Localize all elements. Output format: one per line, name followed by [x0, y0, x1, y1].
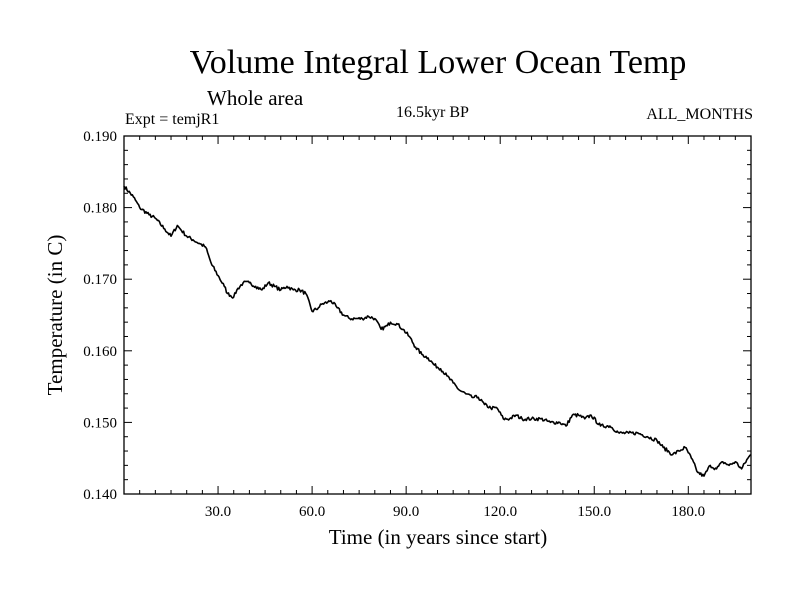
x-axis-label: Time (in years since start): [329, 525, 548, 549]
months-label: ALL_MONTHS: [646, 106, 753, 123]
y-tick-label: 0.140: [83, 487, 117, 503]
x-tick-label: 60.0: [299, 504, 325, 520]
x-tick-label: 30.0: [205, 504, 231, 520]
experiment-label: Expt = temjR1: [125, 111, 220, 128]
x-tick-label: 90.0: [393, 504, 419, 520]
y-tick-label: 0.150: [83, 415, 117, 431]
y-tick-label: 0.170: [83, 272, 117, 288]
x-tick-label: 180.0: [671, 504, 705, 520]
x-tick-label: 120.0: [483, 504, 517, 520]
y-tick-label: 0.180: [83, 201, 117, 217]
tick-marks: [124, 135, 751, 495]
y-tick-label: 0.190: [83, 129, 117, 145]
y-axis-label: Temperature (in C): [43, 235, 67, 396]
series-line-temjR1: [123, 185, 752, 477]
chart-subtitle: Whole area: [207, 86, 304, 110]
period-label: 16.5kyr BP: [396, 104, 469, 121]
y-tick-label: 0.160: [83, 344, 117, 360]
tick-labels: 30.0 60.0 90.0 120.0 150.0 180.0 0.140 0.150 0.1…: [83, 129, 705, 520]
x-tick-label: 150.0: [577, 504, 611, 520]
chart-title: Volume Integral Lower Ocean Temp: [189, 44, 687, 81]
